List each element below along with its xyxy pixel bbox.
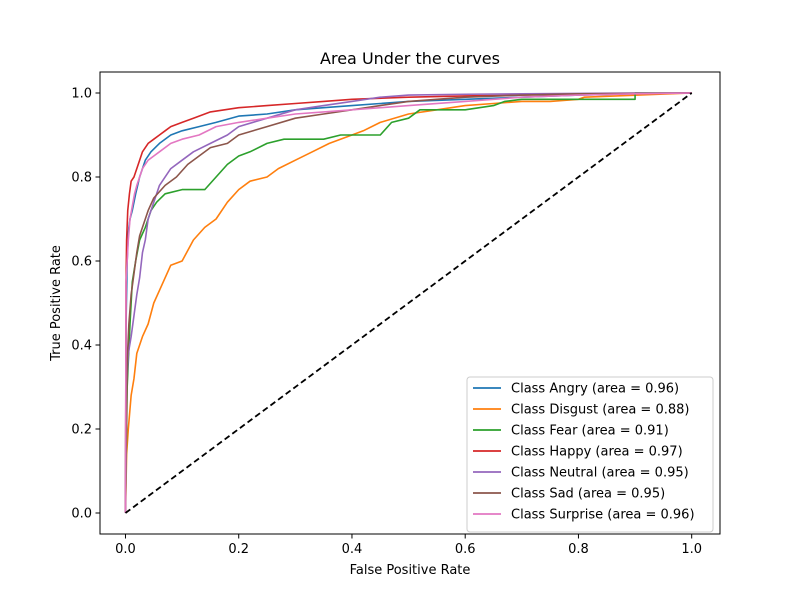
chart-title: Area Under the curves [320, 49, 500, 68]
roc-line-class-disgust [124, 92, 692, 514]
legend-label: Class Sad (area = 0.95) [511, 487, 665, 502]
legend-label: Class Neutral (area = 0.95) [511, 466, 689, 481]
legend-label: Class Angry (area = 0.96) [511, 382, 679, 397]
legend: Class Angry (area = 0.96) Class Disgust (… [466, 376, 714, 533]
y-tick-label: 0.2 [71, 423, 92, 438]
legend-label: Class Disgust (area = 0.88) [511, 403, 689, 418]
roc-line-class-surprise [124, 92, 692, 514]
x-tick-label: 0.8 [568, 542, 589, 557]
x-axis-label: False Positive Rate [350, 563, 471, 578]
legend-box [466, 376, 714, 533]
roc-line-class-sad [124, 92, 692, 514]
legend-label: Class Happy (area = 0.97) [511, 445, 683, 460]
legend-label: Class Fear (area = 0.91) [511, 424, 669, 439]
x-tick-label: 0.2 [228, 542, 249, 557]
x-tick-label: 0.4 [342, 542, 363, 557]
x-tick-label: 0.0 [115, 542, 136, 557]
y-tick-label: 0.8 [71, 171, 92, 186]
series-group [124, 92, 693, 514]
x-tick-label: 0.6 [455, 542, 476, 557]
y-tick-label: 0.6 [71, 255, 92, 270]
y-tick-label: 0.4 [71, 339, 92, 354]
plot-area: 0.0 0.2 0.4 0.6 0.8 1.0 0.0 0.2 0.4 0.6 0.8 1.0 [71, 71, 721, 557]
y-axis-label: True Positive Rate [49, 245, 64, 362]
y-tick-label: 0.0 [71, 507, 92, 522]
y-tick-label: 1.0 [71, 87, 92, 102]
roc-line-class-happy [124, 92, 692, 514]
chance-diagonal-line [124, 92, 693, 514]
legend-label: Class Surprise (area = 0.96) [511, 508, 695, 523]
x-tick-label: 1.0 [681, 542, 702, 557]
axes-frame [99, 71, 721, 535]
roc-line-class-neutral [124, 92, 692, 514]
